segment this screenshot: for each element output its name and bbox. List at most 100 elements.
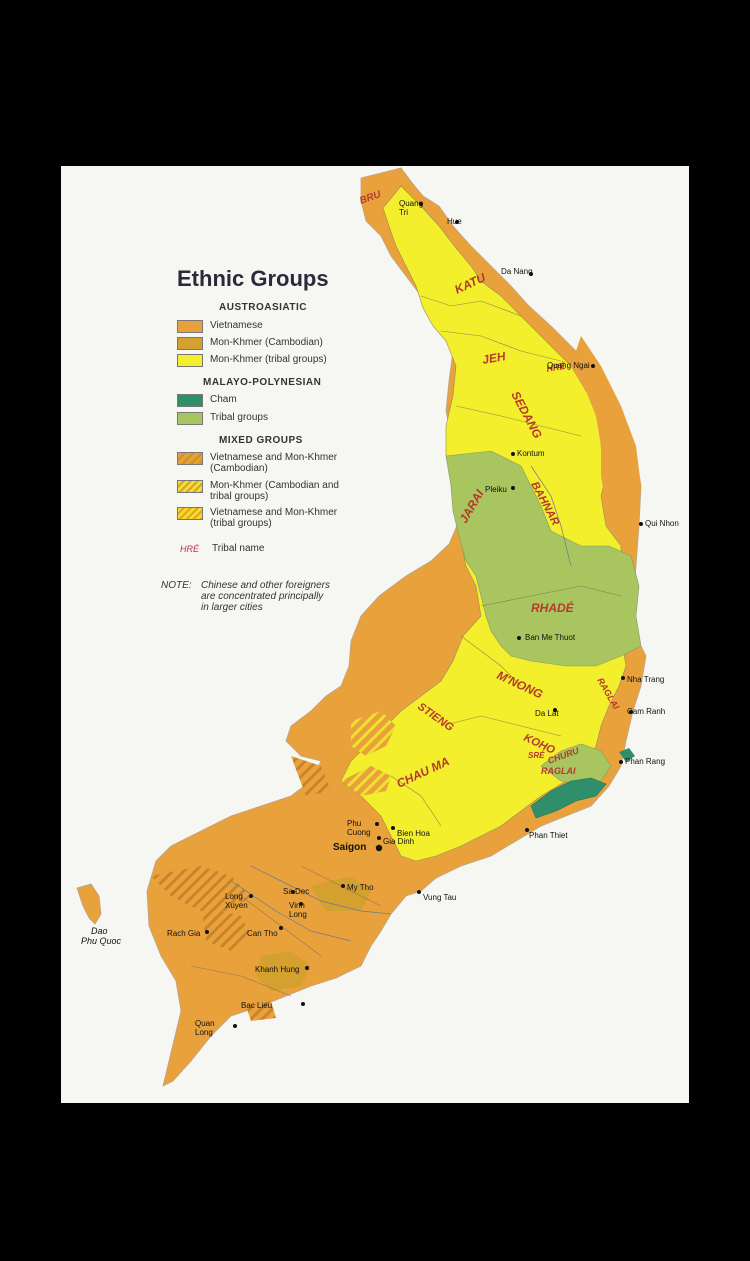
region-cham-small	[619, 748, 635, 762]
map-sheet: BRU KATU JEH HRÉ SEDANG BAHNAR JARAI RHADÉ M'NON…	[61, 166, 689, 1103]
city-label: Can Tho	[247, 929, 278, 938]
city-label: Quan Long	[195, 1019, 215, 1037]
city-label: Phan Thiet	[529, 831, 568, 840]
city-marker	[621, 676, 625, 680]
note-prefix: NOTE:	[161, 580, 192, 591]
tribe-label: JEH	[481, 349, 507, 367]
city-marker	[619, 760, 623, 764]
city-marker	[455, 220, 459, 224]
city-marker	[517, 636, 521, 640]
city-marker	[301, 1002, 305, 1006]
city-marker	[299, 902, 303, 906]
legend-item-tribal-groups: Tribal groups	[177, 412, 268, 427]
region-malayo-tribal-south	[540, 743, 612, 785]
tribe-label: SRÉ	[528, 751, 545, 760]
legend-heading-mixed-groups: MIXED GROUPS	[219, 435, 303, 446]
swatch-mon-khmer-tribal	[177, 354, 203, 367]
city-marker	[417, 890, 421, 894]
city-marker	[305, 966, 309, 970]
city-label: Rach Gia	[167, 929, 201, 938]
city-marker	[419, 202, 423, 206]
ethnic-groups-map: BRUKATUJEHHRÉSEDANGBAHNARJARAIRHADÉM'NON…	[76, 167, 679, 1087]
city-marker	[249, 894, 253, 898]
legend-item-mixed-cambodian-tribal: Mon-Khmer (Cambodian and tribal groups)	[177, 480, 339, 504]
tribal-name-label: Tribal name	[212, 543, 265, 554]
region-vietnamese-coast	[571, 336, 641, 546]
city-marker	[377, 836, 381, 840]
city-label: Bien Hoa	[397, 829, 430, 838]
legend-heading-austroasiatic: AUSTROASIATIC	[219, 302, 307, 313]
island-phu-quoc	[76, 883, 102, 925]
region-mixed-vietnamese-mon-khmer-tribal	[351, 711, 396, 756]
city-label: Khanh Hung	[255, 965, 299, 974]
region-malayo-tribal	[445, 450, 642, 667]
city-label: Phu Cuong	[347, 819, 371, 837]
city-label: Bac Lieu	[241, 1001, 272, 1010]
legend-item-mon-khmer-cambodian: Mon-Khmer (Cambodian)	[177, 337, 323, 352]
legend-title: Ethnic Groups	[177, 266, 329, 291]
city-label: Nha Trang	[627, 675, 664, 684]
city-label: Phan Rang	[625, 757, 665, 766]
legend-item-mon-khmer-tribal: Mon-Khmer (tribal groups)	[177, 354, 327, 369]
region-mixed-vietnamese-mon-khmer-tribal-2	[341, 766, 391, 796]
city-label: My Tho	[347, 883, 374, 892]
region-mixed-vietnamese-cambodian	[151, 866, 251, 911]
city-label: Qui Nhon	[645, 519, 679, 528]
city-label: Vinh Long	[289, 901, 307, 919]
city-label: Quang Tri	[399, 199, 423, 217]
city-marker	[279, 926, 283, 930]
province-boundaries	[190, 295, 622, 997]
legend-item-cham: Cham	[177, 394, 237, 409]
city-label: Saigon	[333, 842, 366, 853]
city-marker	[511, 452, 515, 456]
city-label: Quang Ngai	[547, 361, 590, 370]
city-marker	[341, 884, 345, 888]
swatch-mixed-vietnamese-cambodian	[177, 452, 203, 465]
city-label: Sa Dec	[283, 887, 309, 896]
swatch-tribal-groups	[177, 412, 203, 425]
swatch-vietnamese	[177, 320, 203, 333]
rivers	[230, 465, 572, 942]
city-label: Da Nang	[501, 267, 533, 276]
city-marker	[391, 826, 395, 830]
city-marker	[629, 710, 633, 714]
tribe-label: HRÉ	[546, 361, 567, 374]
region-mon-khmer-cambodian	[256, 951, 311, 991]
city-marker	[525, 828, 529, 832]
region-mixed-vietnamese-cambodian-2	[201, 906, 251, 951]
island-label: Dao Phu Quoc	[81, 926, 122, 946]
city-marker	[375, 844, 383, 852]
city-marker	[291, 890, 295, 894]
city-label: Vung Tau	[423, 893, 456, 902]
note-body: Chinese and other foreigners are concent…	[201, 580, 330, 613]
city-marker	[205, 930, 209, 934]
region-cham	[530, 777, 607, 819]
tribe-label: RHADÉ	[531, 600, 575, 615]
city-marker	[591, 364, 595, 368]
legend-item-mixed-vietnamese-cambodian: Vietnamese and Mon-Khmer (Cambodian)	[177, 452, 337, 476]
tribal-name-sample: HRÉ	[180, 544, 200, 554]
swatch-mon-khmer-cambodian	[177, 337, 203, 350]
region-mixed-vietnamese-cambodian-3	[291, 756, 331, 796]
city-label: Gia Dinh	[383, 837, 414, 846]
legend-item-vietnamese: Vietnamese	[177, 320, 263, 335]
legend-item-mixed-vietnamese-tribal: Vietnamese and Mon-Khmer (tribal groups)	[177, 507, 337, 531]
city-marker	[375, 822, 379, 826]
city-label: Ban Me Thuot	[525, 633, 576, 642]
city-label: Cam Ranh	[627, 707, 665, 716]
region-mixed-vietnamese-cambodian-4	[246, 1001, 276, 1021]
tribe-label: RAGLAI	[541, 766, 576, 776]
city-label: Hue	[447, 217, 462, 226]
city-marker	[233, 1024, 237, 1028]
city-label: Long Xuyen	[225, 892, 248, 910]
city-marker	[553, 708, 557, 712]
city-label: Pleiku	[485, 485, 507, 494]
city-label: Kontum	[517, 449, 545, 458]
legend-heading-malayo-polynesian: MALAYO-POLYNESIAN	[203, 377, 322, 388]
city-marker	[639, 522, 643, 526]
city-marker	[511, 486, 515, 490]
swatch-mixed-cambodian-tribal	[177, 480, 203, 493]
city-label: Da Lat	[535, 709, 559, 718]
swatch-mixed-vietnamese-tribal	[177, 507, 203, 520]
swatch-cham	[177, 394, 203, 407]
